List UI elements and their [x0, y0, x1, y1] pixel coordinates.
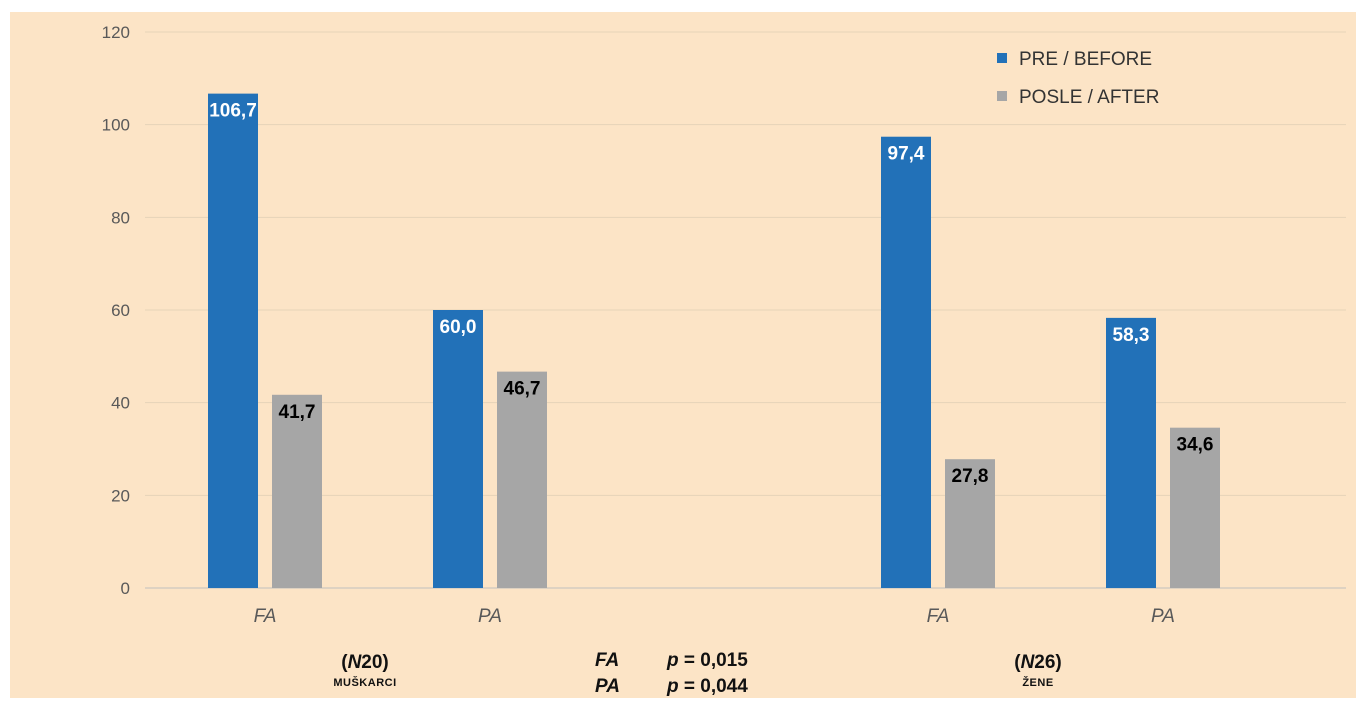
y-tick-label: 20 [111, 486, 130, 505]
gridlines [145, 31, 1346, 589]
bar [272, 394, 322, 588]
group-label-men: (N20) MUŠKARCI [265, 652, 465, 689]
y-tick-label: 120 [102, 23, 130, 42]
bar [1170, 427, 1220, 588]
y-tick-label: 60 [111, 301, 130, 320]
data-label: 34,6 [1177, 435, 1214, 456]
y-tick-label: 100 [102, 116, 130, 135]
x-axis-categories: FA PA FA PA [254, 606, 1175, 627]
group-name-men: MUŠKARCI [333, 677, 397, 689]
p-value-fa: FA p = 0,015 [595, 648, 748, 674]
p-value-pa: PA p = 0,044 [595, 674, 748, 700]
y-tick-label: 0 [121, 579, 130, 598]
chart-frame: 0 20 40 60 80 100 120 106,7 41,7 60,0 46,7 97,4 27,… [10, 12, 1356, 698]
bar [208, 93, 258, 588]
bar [497, 371, 547, 588]
y-axis-ticks: 0 20 40 60 80 100 120 [102, 23, 130, 598]
data-label: 41,7 [279, 402, 316, 423]
x-category-label: FA [254, 606, 277, 627]
p-value-fa-label: FA [595, 650, 620, 671]
legend-swatch [997, 53, 1007, 63]
bar [1106, 317, 1156, 588]
group-label-women: (N26) ŽENE [938, 652, 1138, 689]
p-value-pa-label: PA [595, 676, 620, 697]
y-tick-label: 80 [111, 208, 130, 227]
legend: PRE / BEFORE POSLE / AFTER [997, 49, 1159, 108]
group-name-women: ŽENE [1022, 677, 1054, 689]
legend-label: PRE / BEFORE [1019, 49, 1152, 70]
p-value-pa-text: p = 0,044 [667, 676, 748, 697]
legend-swatch [997, 91, 1007, 101]
data-label: 46,7 [504, 379, 541, 400]
data-label: 60,0 [440, 317, 477, 338]
bar [945, 459, 995, 588]
x-category-label: PA [478, 606, 502, 627]
data-label: 106,7 [209, 101, 257, 122]
bar [881, 136, 931, 589]
legend-label: POSLE / AFTER [1019, 87, 1159, 108]
bar [433, 310, 483, 588]
p-value-fa-text: p = 0,015 [667, 650, 748, 671]
p-values: FA p = 0,015 PA p = 0,044 [595, 648, 748, 700]
data-label: 58,3 [1113, 325, 1150, 346]
bar-chart: 0 20 40 60 80 100 120 106,7 41,7 60,0 46,7 97,4 27,… [102, 23, 1346, 627]
x-category-label: FA [927, 606, 950, 627]
group-n-men: (N20) [341, 652, 389, 673]
bars: 106,7 41,7 60,0 46,7 97,4 27,8 58,3 34,6 [208, 93, 1220, 589]
x-category-label: PA [1151, 606, 1175, 627]
y-tick-label: 40 [111, 394, 130, 413]
data-label: 97,4 [888, 144, 925, 165]
data-label: 27,8 [952, 466, 989, 487]
group-n-women: (N26) [1014, 652, 1062, 673]
